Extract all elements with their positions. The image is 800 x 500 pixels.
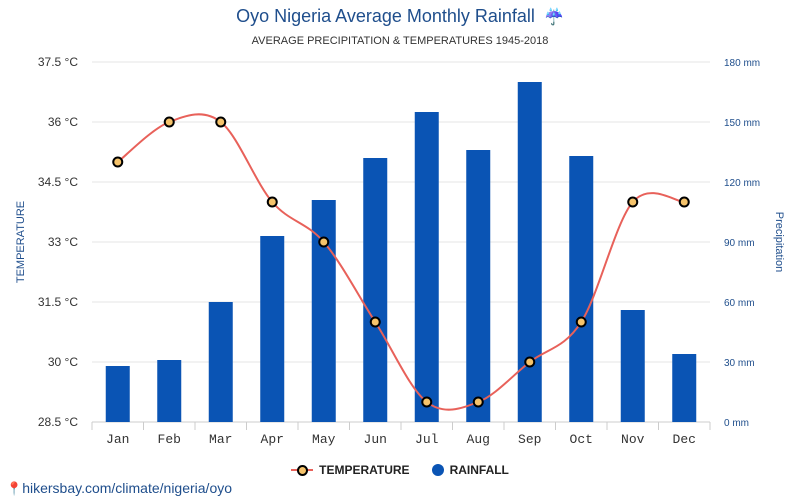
temperature-point-jan[interactable] [112,156,124,168]
left-tick-label: 33 °C [48,235,78,249]
chart-legend: TEMPERATURE RAINFALL [0,463,800,477]
left-axis-ticks: 28.5 °C 30 °C 31.5 °C 33 °C 34.5 °C 36 °C 37.5… [38,55,78,429]
x-tick-label-nov: Nov [621,432,645,447]
left-tick-label: 37.5 °C [38,55,78,69]
rainfall-bar-jul[interactable] [414,112,439,422]
x-axis-ticks: Jan Feb Mar Apr May Jun Jul Aug Sep Oct Nov Dec [91,422,711,447]
right-tick-label: 120 mm [724,178,760,189]
rainfall-bar-apr[interactable] [260,236,285,422]
temperature-point-may[interactable] [318,236,330,248]
chart-subtitle: AVERAGE PRECIPITATION & TEMPERATURES 194… [251,35,549,47]
location-pin-icon: 📍 [6,481,23,496]
temperature-point-oct[interactable] [575,316,587,328]
rainfall-bar-mar[interactable] [208,302,233,422]
rainfall-bar-aug[interactable] [466,150,491,422]
left-axis-label: TEMPERATURE [15,201,27,283]
chart-title: Oyo Nigeria Average Monthly Rainfall ☔ [0,6,800,27]
right-tick-label: 60 mm [724,298,755,309]
x-tick-label-jun: Jun [364,432,387,447]
temperature-point-dec[interactable] [678,196,690,208]
rainfall-bar-sep[interactable] [517,82,542,422]
temperature-legend-icon [291,464,314,476]
x-tick-label-sep: Sep [518,432,541,447]
source-credit[interactable]: 📍hikersbay.com/climate/nigeria/oyo [6,480,232,497]
rainfall-legend-icon [431,464,444,476]
temperature-line [117,113,685,411]
left-tick-label: 34.5 °C [38,175,78,189]
x-tick-label-apr: Apr [261,432,284,447]
x-tick-label-mar: Mar [209,432,232,447]
left-tick-label: 36 °C [48,115,78,129]
legend-temperature-label: TEMPERATURE [319,463,410,477]
right-tick-label: 180 mm [724,58,760,69]
x-tick-label-feb: Feb [158,432,181,447]
left-tick-label: 28.5 °C [38,415,78,429]
rainfall-bar-nov[interactable] [620,310,645,422]
umbrella-rain-icon: ☔ [543,9,564,26]
temperature-point-jun[interactable] [369,316,381,328]
left-tick-label: 31.5 °C [38,295,78,309]
right-tick-label: 30 mm [724,358,755,369]
right-tick-label: 90 mm [724,238,755,249]
x-tick-label-jul: Jul [415,432,439,447]
right-axis-ticks: 0 mm 30 mm 60 mm 90 mm 120 mm 150 mm 180 mm [724,58,760,429]
rainfall-bar-dec[interactable] [672,354,697,422]
temperature-point-aug[interactable] [472,396,484,408]
x-tick-label-dec: Dec [673,432,696,447]
temperature-point-nov[interactable] [627,196,639,208]
temperature-markers [112,116,690,408]
legend-item-rainfall[interactable]: RAINFALL [431,463,509,477]
x-tick-label-aug: Aug [467,432,490,447]
temperature-point-mar[interactable] [215,116,227,128]
rainfall-bar-jan[interactable] [105,366,130,422]
x-tick-label-may: May [312,432,336,447]
legend-rainfall-label: RAINFALL [449,463,509,477]
rainfall-bars [105,82,697,422]
temperature-point-jul[interactable] [421,396,433,408]
temperature-point-sep[interactable] [524,356,536,368]
right-axis-label: Precipitation [773,212,785,273]
source-credit-link[interactable]: hikersbay.com/climate/nigeria/oyo [22,480,233,496]
x-tick-label-oct: Oct [570,432,593,447]
right-tick-label: 0 mm [724,418,749,429]
chart-title-text: Oyo Nigeria Average Monthly Rainfall [236,6,535,26]
x-tick-label-jan: Jan [106,432,129,447]
left-tick-label: 30 °C [48,355,78,369]
rainfall-bar-feb[interactable] [157,360,182,422]
temperature-point-apr[interactable] [266,196,278,208]
rainfall-bar-oct[interactable] [569,156,594,422]
rainfall-bar-jun[interactable] [363,158,388,422]
legend-item-temperature[interactable]: TEMPERATURE [291,463,410,477]
right-tick-label: 150 mm [724,118,760,129]
temperature-point-feb[interactable] [163,116,175,128]
